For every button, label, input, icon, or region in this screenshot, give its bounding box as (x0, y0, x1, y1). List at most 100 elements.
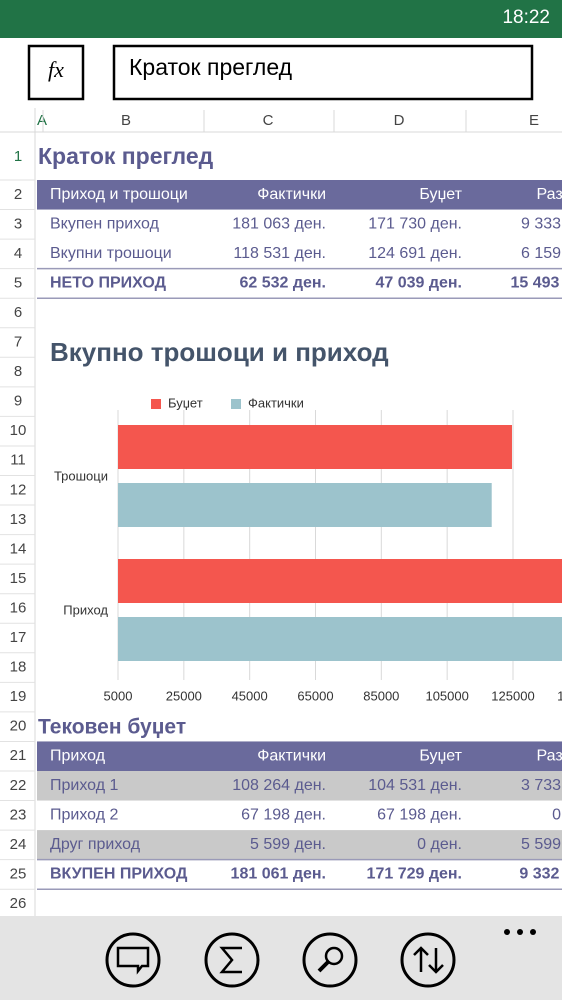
column-header: D (394, 112, 405, 129)
bar (118, 483, 492, 527)
x-tick-label: 45000 (232, 688, 268, 703)
cell: 9 333 ден. (521, 216, 562, 233)
x-tick-label: 105000 (425, 688, 468, 703)
row-header: 9 (14, 393, 22, 410)
column-header: E (529, 112, 539, 129)
row-header: 15 (10, 570, 27, 587)
row-header: 20 (10, 718, 27, 735)
sheet: A B C D E12345678910111213141516171819202122… (0, 110, 562, 920)
cell: 6 159 ден. (521, 245, 562, 262)
sheets-button[interactable] (105, 932, 161, 988)
sheets-icon (116, 946, 150, 975)
cell: 62 532 ден. (239, 275, 326, 292)
x-tick-label: 125000 (491, 688, 534, 703)
clock: 18:22 (502, 7, 550, 28)
row-header: 10 (10, 422, 27, 439)
row-header: 8 (14, 363, 22, 380)
cell: 0 ден. (552, 807, 562, 824)
cell: Разлика (536, 747, 562, 764)
cell: 171 730 ден. (368, 216, 462, 233)
cell: 67 198 ден. (241, 807, 326, 824)
sort-icon (413, 946, 444, 974)
row-header: 2 (14, 186, 22, 203)
x-tick-label: 85000 (363, 688, 399, 703)
cell: ВКУПЕН ПРИХОД (50, 866, 188, 883)
row-header: 17 (10, 629, 27, 646)
cell: Буџет (419, 186, 462, 203)
row-header: 13 (10, 511, 27, 528)
cell: Приход 1 (50, 777, 118, 794)
cell: 118 531 ден. (233, 245, 326, 262)
row-header: 26 (10, 895, 27, 912)
column-header: A (37, 112, 47, 129)
cell: Фактички (257, 186, 326, 203)
row-header: 4 (14, 245, 22, 262)
category-label: Трошоци (54, 468, 108, 483)
find-button[interactable] (302, 932, 358, 988)
bar (118, 425, 512, 469)
cell: 67 198 ден. (377, 807, 462, 824)
legend-swatch (151, 399, 161, 409)
sort-button[interactable] (400, 932, 456, 988)
cell: 15 493 ден. (510, 275, 562, 292)
sum-button[interactable] (204, 932, 260, 988)
row-header: 3 (14, 215, 22, 232)
row-header: 22 (10, 777, 27, 794)
table-header-fill (37, 180, 562, 210)
cell: 0 ден. (417, 836, 462, 853)
column-header: B (121, 112, 131, 129)
cell: 5 599 ден. (521, 836, 562, 853)
legend-swatch (231, 399, 241, 409)
fx-button[interactable] (27, 44, 85, 101)
row-header: 23 (10, 806, 27, 823)
cell: 9 332 ден. (519, 866, 562, 883)
cell: 108 264 ден. (232, 777, 326, 794)
cell: Вкупни трошоци (50, 245, 172, 262)
x-tick-label: 5000 (104, 688, 133, 703)
cell: Вкупен приход (50, 216, 160, 233)
row-header: 7 (14, 334, 22, 351)
bar (118, 559, 562, 603)
row-header: 11 (10, 452, 26, 469)
formula-text: Краток преглед (129, 54, 293, 80)
row-header: 24 (10, 836, 27, 853)
row-header: 25 (10, 865, 27, 882)
row-fill (37, 830, 562, 860)
row-header: 18 (10, 659, 27, 676)
find-icon (324, 946, 344, 966)
cell: 124 691 ден. (368, 245, 462, 262)
row-header: 5 (14, 274, 22, 291)
column-header: C (263, 112, 274, 129)
x-tick-label: 25000 (166, 688, 202, 703)
sheet-title: Краток преглед (38, 143, 214, 169)
chart-title: Вкупно трошоци и приход (50, 337, 389, 367)
cell: 3 733 ден. (521, 777, 562, 794)
cell: 181 061 ден. (231, 866, 326, 883)
cell: Приход 2 (50, 807, 118, 824)
status-bar (0, 0, 562, 38)
formula-input[interactable] (112, 44, 534, 101)
bar (118, 617, 562, 661)
row-header: 12 (10, 481, 27, 498)
cell: Разлика (536, 186, 562, 203)
cell: Приход и трошоци (50, 186, 188, 203)
app-bar (0, 916, 562, 1000)
legend-label: Фактички (248, 395, 304, 410)
cell: 104 531 ден. (368, 777, 462, 794)
row-fill (37, 771, 562, 801)
cell: Буџет (419, 747, 462, 764)
cell: Фактички (257, 747, 326, 764)
legend-label: Буџет (168, 395, 203, 410)
table-header-fill (37, 741, 562, 771)
row-header: 14 (10, 540, 27, 557)
more-button[interactable] (504, 929, 536, 935)
row-header: 19 (10, 688, 27, 705)
cell: 5 599 ден. (250, 836, 326, 853)
sum-icon (219, 946, 242, 974)
section-title: Тековен буџет (38, 716, 186, 739)
cell: Друг приход (50, 836, 141, 853)
cell: Приход (50, 747, 106, 764)
cell: 47 039 ден. (375, 275, 462, 292)
category-label: Приход (63, 602, 108, 617)
